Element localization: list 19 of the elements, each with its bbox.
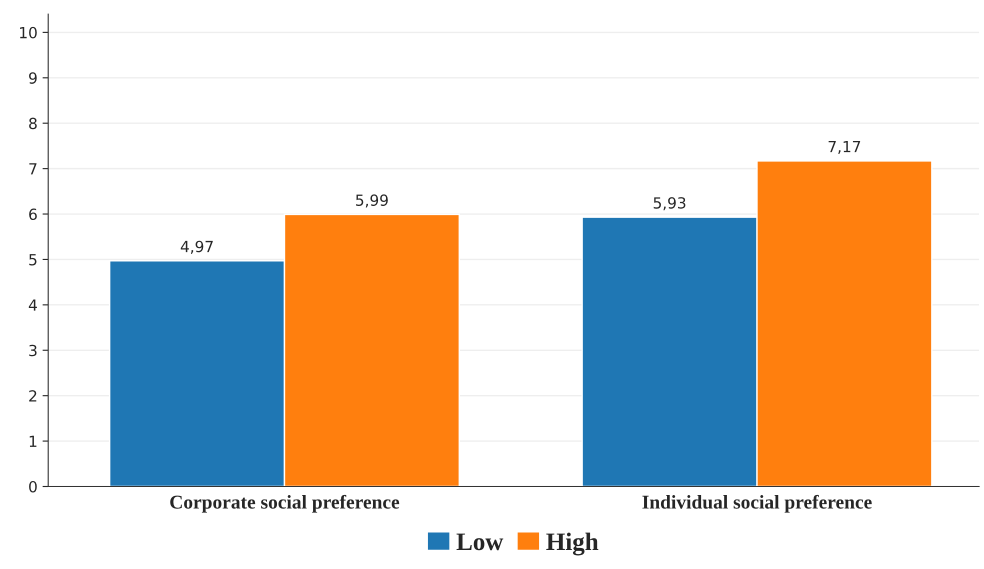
data-label: 5,93 [654, 197, 686, 210]
x-tick-label: Corporate social preference [170, 494, 400, 513]
y-tick-label: 9 [29, 72, 37, 84]
y-tick-label: 2 [29, 390, 36, 402]
y-tick-label: 4 [28, 300, 37, 311]
y-tick-label: 3 [29, 344, 37, 356]
y-tick-label: 1 [30, 436, 36, 447]
legend-label: Low [456, 534, 504, 550]
y-tick-label: 6 [29, 208, 37, 220]
data-label: 4,97 [180, 240, 213, 254]
y-tick-label: 8 [29, 118, 37, 130]
y-tick-label: 0 [29, 480, 37, 493]
data-label: 5,99 [356, 194, 388, 208]
x-tick-label: Individual social preference [642, 494, 872, 513]
y-tick-label: 10 [20, 26, 37, 38]
y-tick-label: 7 [29, 163, 36, 174]
legend-label: High [546, 532, 598, 556]
y-tick-label: 5 [29, 254, 36, 266]
data-label: 7,17 [828, 141, 860, 154]
